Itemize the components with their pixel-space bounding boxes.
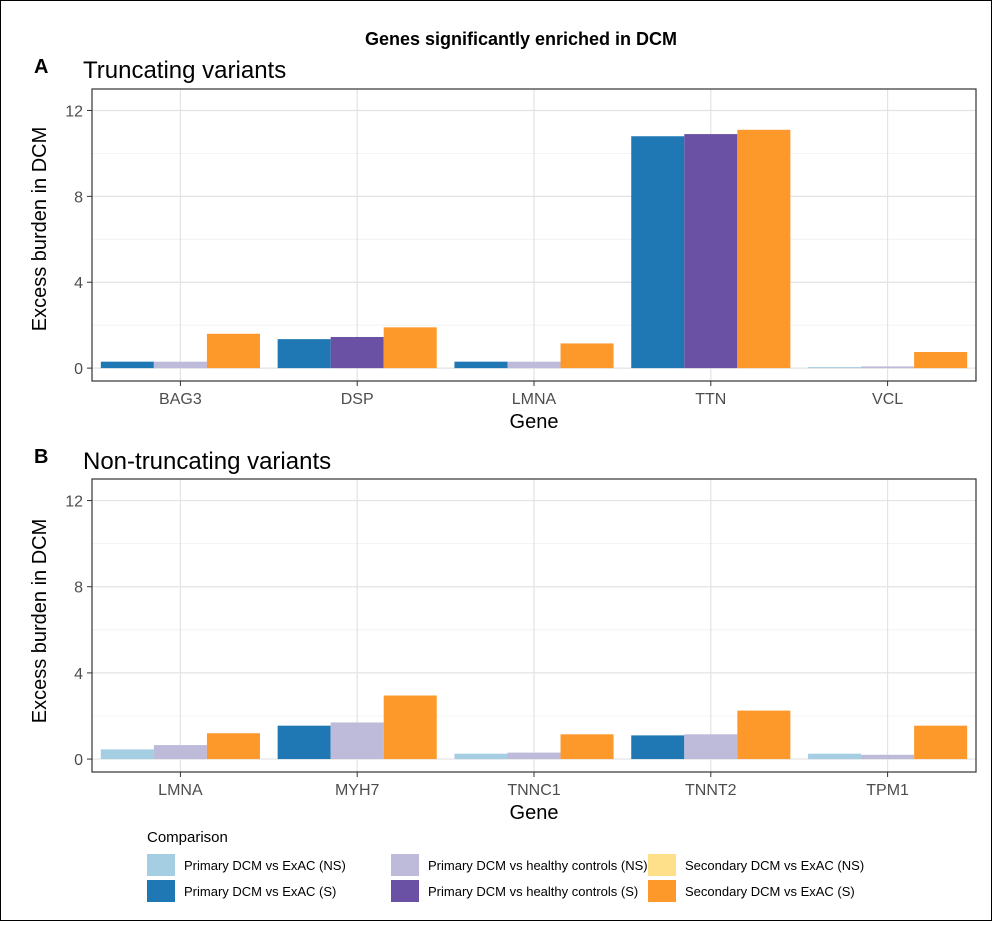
x-tick-label: LMNA <box>512 391 557 408</box>
x-tick-label: TPM1 <box>866 782 909 799</box>
bar-bag3-series-1 <box>153 361 207 369</box>
bar-tnnt2-series-2 <box>737 710 791 760</box>
bar-tpm1-series-2 <box>914 725 968 760</box>
bar-dsp-series-1 <box>330 336 384 369</box>
y-tick-label: 12 <box>65 494 83 511</box>
bar-lmna-series-0 <box>454 361 508 369</box>
x-tick-label: LMNA <box>158 782 203 799</box>
legend: Comparison Primary DCM vs ExAC (NS)Prima… <box>147 829 864 902</box>
figure-title: Genes significantly enriched in DCM <box>365 29 677 49</box>
panel-a-title: Truncating variants <box>83 57 286 84</box>
bar-tnnt2-series-1 <box>684 734 738 760</box>
x-tick-label: TNNC1 <box>507 782 560 799</box>
panel-b-title: Non-truncating variants <box>83 448 331 475</box>
bar-bag3-series-0 <box>100 361 154 369</box>
panel-b-ylabel: Excess burden in DCM <box>29 519 51 724</box>
bar-vcl-series-0 <box>808 367 862 369</box>
x-tick-label: TNNT2 <box>685 782 737 799</box>
x-tick-label: TTN <box>695 391 726 408</box>
x-tick-label: DSP <box>341 391 374 408</box>
bar-tnnc1-series-2 <box>560 734 614 760</box>
panel-border <box>91 478 977 773</box>
bar-lmna-series-1 <box>153 745 207 760</box>
legend-label: Primary DCM vs healthy controls (S) <box>428 884 638 899</box>
bar-vcl-series-1 <box>861 366 915 369</box>
bar-ttn-series-1 <box>684 134 738 369</box>
bar-tpm1-series-1 <box>861 754 915 760</box>
legend-swatch <box>147 880 175 902</box>
legend-label: Primary DCM vs healthy controls (NS) <box>428 858 648 873</box>
legend-label: Primary DCM vs ExAC (NS) <box>184 858 346 873</box>
panel-a: A Truncating variants 0 4 8 12 BAG3 DSP LMNA TT… <box>29 56 977 433</box>
bar-tnnc1-series-0 <box>454 753 508 760</box>
x-tick-label: VCL <box>872 391 903 408</box>
bar-dsp-series-0 <box>277 339 331 369</box>
bar-bag3-series-2 <box>206 333 260 369</box>
bar-myh7-series-2 <box>383 695 437 760</box>
bar-myh7-series-0 <box>277 725 331 760</box>
legend-label: Secondary DCM vs ExAC (S) <box>685 884 855 899</box>
bar-lmna-series-0 <box>100 749 154 760</box>
legend-items: Primary DCM vs ExAC (NS) Primary DCM vs E… <box>147 854 864 902</box>
bar-tnnt2-series-0 <box>631 735 685 760</box>
panel-border <box>91 88 977 382</box>
panel-b-label: B <box>34 446 48 468</box>
legend-swatch <box>391 880 419 902</box>
bar-tpm1-series-0 <box>808 753 862 760</box>
legend-swatch <box>648 854 676 876</box>
panel-a-label: A <box>34 56 48 78</box>
y-tick-label: 4 <box>74 275 83 292</box>
panel-b-xlabel: Gene <box>510 802 559 824</box>
legend-swatch <box>391 854 419 876</box>
bar-lmna-series-2 <box>206 733 260 760</box>
panel-a-ylabel: Excess burden in DCM <box>29 127 51 332</box>
bar-vcl-series-2 <box>914 352 968 369</box>
x-tick-label: BAG3 <box>159 391 202 408</box>
bar-dsp-series-2 <box>383 327 437 369</box>
bar-lmna-series-1 <box>507 361 561 369</box>
legend-label: Secondary DCM vs ExAC (NS) <box>685 858 864 873</box>
bar-lmna-series-2 <box>560 343 614 369</box>
y-tick-label: 8 <box>74 580 83 597</box>
y-tick-label: 0 <box>74 752 83 769</box>
y-tick-label: 4 <box>74 666 83 683</box>
bar-tnnc1-series-1 <box>507 752 561 760</box>
bar-ttn-series-0 <box>631 136 685 369</box>
y-tick-label: 12 <box>65 103 83 120</box>
legend-label: Primary DCM vs ExAC (S) <box>184 884 336 899</box>
y-tick-label: 8 <box>74 189 83 206</box>
legend-title: Comparison <box>147 829 228 846</box>
x-tick-label: MYH7 <box>335 782 380 799</box>
legend-swatch <box>648 880 676 902</box>
panel-a-plot: 0 4 8 12 BAG3 DSP LMNA TTN VCL <box>65 88 977 408</box>
bar-myh7-series-1 <box>330 722 384 760</box>
bar-ttn-series-2 <box>737 129 791 369</box>
legend-swatch <box>147 854 175 876</box>
panel-a-xlabel: Gene <box>510 411 559 433</box>
panel-b-plot: 0 4 8 12 LMNA MYH7 TNNC1 TNNT2 TPM1 <box>65 478 977 799</box>
y-tick-label: 0 <box>74 361 83 378</box>
panel-b: B Non-truncating variants 0 4 8 12 LMNA MYH7 T… <box>29 446 977 824</box>
